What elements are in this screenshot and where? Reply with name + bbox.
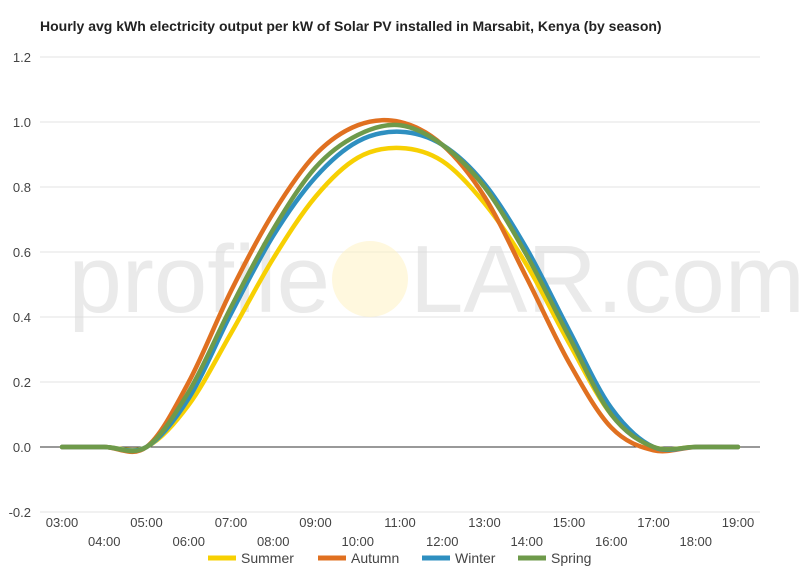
x-tick-label: 03:00 bbox=[46, 515, 79, 530]
y-tick-label: -0.2 bbox=[9, 505, 31, 520]
legend-label-spring: Spring bbox=[551, 550, 591, 566]
legend-label-autumn: Autumn bbox=[351, 550, 399, 566]
watermark: profile LAR.com bbox=[69, 226, 800, 333]
watermark-text-right: LAR.com bbox=[410, 226, 800, 333]
watermark-text-left: profile bbox=[69, 226, 330, 333]
x-tick-label: 13:00 bbox=[468, 515, 501, 530]
chart-title: Hourly avg kWh electricity output per kW… bbox=[40, 18, 662, 34]
y-tick-label: 0.0 bbox=[13, 440, 31, 455]
series-line-spring bbox=[59, 122, 741, 454]
x-tick-label: 15:00 bbox=[553, 515, 586, 530]
x-tick-label: 07:00 bbox=[215, 515, 248, 530]
y-tick-label: 0.4 bbox=[13, 310, 31, 325]
y-tick-label: 0.8 bbox=[13, 180, 31, 195]
x-tick-label: 04:00 bbox=[88, 534, 121, 549]
y-tick-label: 0.6 bbox=[13, 245, 31, 260]
x-tick-label: 05:00 bbox=[130, 515, 163, 530]
x-tick-label: 14:00 bbox=[510, 534, 543, 549]
x-tick-label: 06:00 bbox=[172, 534, 205, 549]
y-tick-label: 1.0 bbox=[13, 115, 31, 130]
x-tick-label: 17:00 bbox=[637, 515, 670, 530]
x-axis-ticks: 03:00 04:00 05:00 06:00 07:00 08:00 09:00 10:00… bbox=[46, 515, 755, 549]
x-tick-label: 18:00 bbox=[679, 534, 712, 549]
legend: Summer Autumn Winter Spring bbox=[208, 550, 591, 566]
y-axis-ticks: -0.2 0.0 0.2 0.4 0.6 0.8 1.0 1.2 bbox=[9, 50, 31, 520]
gridlines bbox=[40, 56, 760, 513]
series-line-autumn bbox=[59, 117, 741, 455]
x-tick-label: 19:00 bbox=[722, 515, 755, 530]
y-tick-label: 0.2 bbox=[13, 375, 31, 390]
series-line-winter bbox=[59, 129, 741, 453]
x-tick-label: 11:00 bbox=[384, 515, 416, 530]
watermark-sun bbox=[332, 241, 408, 317]
x-tick-label: 09:00 bbox=[299, 515, 332, 530]
legend-label-winter: Winter bbox=[455, 550, 496, 566]
x-tick-label: 10:00 bbox=[341, 534, 374, 549]
x-tick-label: 12:00 bbox=[426, 534, 459, 549]
x-tick-label: 16:00 bbox=[595, 534, 628, 549]
series-lines bbox=[59, 117, 741, 455]
y-tick-label: 1.2 bbox=[13, 50, 31, 65]
x-tick-label: 08:00 bbox=[257, 534, 290, 549]
legend-label-summer: Summer bbox=[241, 550, 294, 566]
